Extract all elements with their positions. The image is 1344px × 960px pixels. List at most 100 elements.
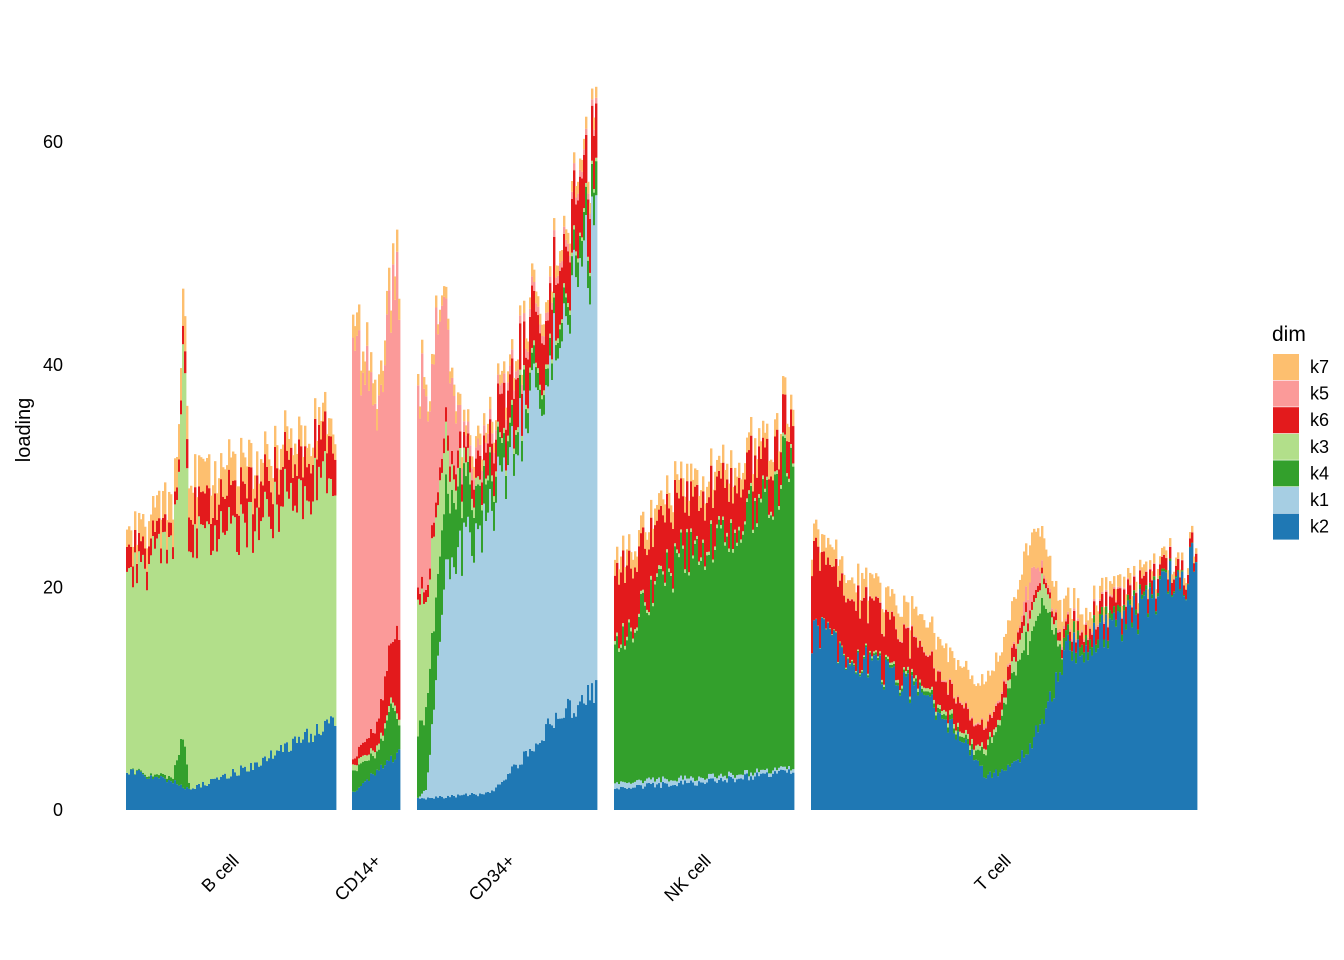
bar-segment-k7 xyxy=(817,529,820,547)
bar-segment-k3 xyxy=(561,319,564,323)
bar-segment-k4 xyxy=(437,573,440,656)
bar-segment-k1 xyxy=(551,379,554,726)
bar-segment-k6 xyxy=(288,459,291,499)
bar-segment-k7 xyxy=(947,662,950,694)
bar-segment-k3 xyxy=(855,671,858,673)
bar-segment-k4 xyxy=(1187,583,1190,585)
y-axis-title: loading xyxy=(13,398,35,463)
bar-segment-k2 xyxy=(352,791,355,810)
bar-segment-k4 xyxy=(463,463,466,523)
bar-segment-k6 xyxy=(1157,579,1160,593)
bar-segment-k6 xyxy=(1087,640,1090,653)
bar-segment-k7 xyxy=(919,614,922,640)
bar-segment-k7 xyxy=(174,458,177,492)
bar-segment-k3 xyxy=(330,478,333,717)
bar-segment-k6 xyxy=(376,721,379,746)
bar-segment-k2 xyxy=(529,748,532,810)
bar-segment-k4 xyxy=(473,517,476,563)
bar-segment-k4 xyxy=(138,768,141,770)
bar-segment-k7 xyxy=(788,426,791,442)
bar-segment-k2 xyxy=(541,740,544,810)
bar-segment-k4 xyxy=(447,493,450,560)
bar-segment-k2 xyxy=(1185,600,1188,810)
bar-segment-k4 xyxy=(893,663,896,667)
bar-segment-k4 xyxy=(459,467,462,531)
bar-segment-k1 xyxy=(642,783,645,789)
bar-segment-k3 xyxy=(724,542,727,546)
bar-segment-k4 xyxy=(1177,570,1180,572)
bar-segment-k6 xyxy=(1095,629,1098,645)
bar-segment-k4 xyxy=(730,522,733,773)
bar-segment-k4 xyxy=(551,363,554,380)
bar-segment-k5 xyxy=(951,682,954,684)
bar-segment-k4 xyxy=(636,630,639,781)
bar-segment-k7 xyxy=(823,534,826,552)
bar-segment-k6 xyxy=(198,486,201,517)
bar-segment-k6 xyxy=(698,510,701,562)
bar-segment-k6 xyxy=(555,284,558,341)
bar-segment-k5 xyxy=(1133,575,1136,577)
bar-segment-k4 xyxy=(672,592,675,781)
bar-segment-k5 xyxy=(915,636,918,638)
bar-segment-k2 xyxy=(652,782,655,810)
bar-segment-k1 xyxy=(567,324,570,699)
bar-segment-k2 xyxy=(931,694,934,810)
bar-segment-k6 xyxy=(368,738,371,755)
bar-segment-k4 xyxy=(1003,702,1006,771)
bar-segment-k6 xyxy=(571,198,574,253)
bar-segment-k2 xyxy=(953,733,956,810)
bar-segment-k4 xyxy=(553,297,556,314)
bar-segment-k6 xyxy=(252,514,255,553)
bar-segment-k3 xyxy=(595,157,598,162)
legend-label: k4 xyxy=(1310,463,1329,483)
bar-segment-k4 xyxy=(1085,634,1088,646)
bar-segment-k2 xyxy=(1193,571,1196,810)
bar-segment-k7 xyxy=(443,286,446,297)
bar-segment-k4 xyxy=(644,605,647,781)
bar-segment-k5 xyxy=(491,433,494,444)
bar-segment-k7 xyxy=(190,485,193,520)
bar-segment-k3 xyxy=(1013,656,1016,672)
bar-segment-k2 xyxy=(441,796,444,810)
bar-segment-k7 xyxy=(368,370,371,391)
bar-segment-k3 xyxy=(525,404,528,410)
bar-segment-k3 xyxy=(1061,658,1064,660)
bar-segment-k6 xyxy=(684,512,687,570)
bar-segment-k4 xyxy=(421,720,424,794)
bar-segment-k1 xyxy=(499,465,502,785)
bar-segment-k5 xyxy=(1111,595,1114,598)
bar-segment-k7 xyxy=(700,490,703,508)
bar-segment-k6 xyxy=(829,564,832,629)
bar-segment-k7 xyxy=(392,243,395,265)
bar-segment-k4 xyxy=(575,255,578,278)
bar-segment-k7 xyxy=(583,138,586,150)
bar-segment-k4 xyxy=(704,569,707,780)
bar-segment-k7 xyxy=(1021,574,1024,616)
bar-segment-k6 xyxy=(160,548,163,564)
bar-segment-k3 xyxy=(1035,598,1038,621)
bar-segment-k6 xyxy=(1049,592,1052,599)
bar-segment-k4 xyxy=(1083,652,1086,663)
bar-segment-k7 xyxy=(1007,620,1010,665)
bar-segment-k1 xyxy=(616,782,619,789)
bar-segment-k6 xyxy=(704,520,707,567)
bar-segment-k3 xyxy=(706,551,709,556)
bar-segment-k4 xyxy=(993,735,996,773)
bar-segment-k7 xyxy=(469,435,472,446)
bar-segment-k2 xyxy=(266,761,269,810)
bar-segment-k3 xyxy=(881,679,884,683)
bar-segment-k7 xyxy=(172,519,175,548)
bar-segment-k5 xyxy=(855,610,858,611)
bar-segment-k5 xyxy=(1163,554,1166,555)
bar-segment-k3 xyxy=(672,588,675,593)
bar-segment-k6 xyxy=(435,502,438,518)
bar-segment-k2 xyxy=(776,773,779,810)
y-tick-label: 20 xyxy=(43,577,63,597)
bar-segment-k2 xyxy=(362,783,365,810)
bar-segment-k4 xyxy=(521,441,524,462)
bar-segment-k2 xyxy=(871,660,874,810)
bar-segment-k7 xyxy=(547,299,550,313)
bar-segment-k3 xyxy=(174,504,177,766)
bar-segment-k2 xyxy=(453,795,456,810)
bar-segment-k7 xyxy=(640,515,643,534)
